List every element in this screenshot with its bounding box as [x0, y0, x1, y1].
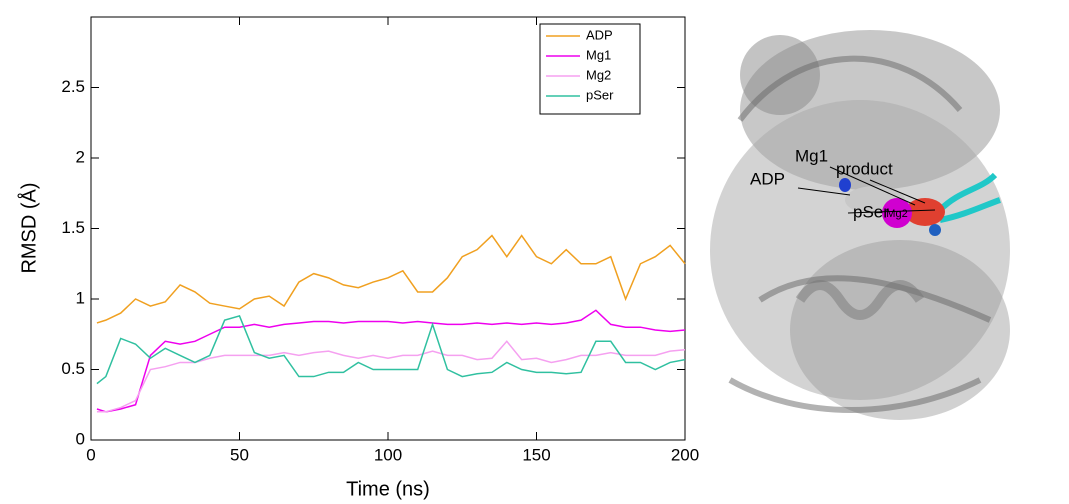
x-tick-label: 200: [671, 445, 699, 464]
y-tick-label: 2: [76, 147, 85, 166]
y-tick-label: 2.5: [61, 77, 85, 96]
y-tick-label: 0.5: [61, 359, 85, 378]
series-line: [96, 234, 686, 324]
annotation: Mg2: [886, 208, 907, 220]
y-tick-label: 1.5: [61, 218, 85, 237]
annotation: Mg1: [795, 146, 828, 165]
legend-label: pSer: [586, 87, 614, 102]
annotation: pSer: [853, 202, 889, 221]
y-tick-label: 1: [76, 288, 85, 307]
series-line: [96, 309, 686, 413]
annotation: product: [836, 159, 893, 178]
x-tick-label: 50: [230, 445, 249, 464]
legend-box: [539, 23, 641, 115]
x-axis-label: Time (ns): [346, 478, 430, 500]
annotation: ADP: [750, 169, 785, 188]
legend-label: ADP: [586, 27, 613, 42]
legend: ADP Mg1 Mg2 pSer: [539, 23, 641, 115]
legend-label: Mg2: [586, 67, 611, 82]
protein-render: [710, 30, 1010, 420]
x-tick-label: 100: [374, 445, 402, 464]
x-tick-label: 150: [522, 445, 550, 464]
series-line: [96, 315, 686, 385]
y-axis-label: RMSD (Å): [17, 182, 40, 273]
series-line: [96, 340, 686, 413]
legend-label: Mg1: [586, 47, 611, 62]
y-tick-label: 0: [76, 429, 85, 448]
x-tick-label: 0: [86, 445, 95, 464]
